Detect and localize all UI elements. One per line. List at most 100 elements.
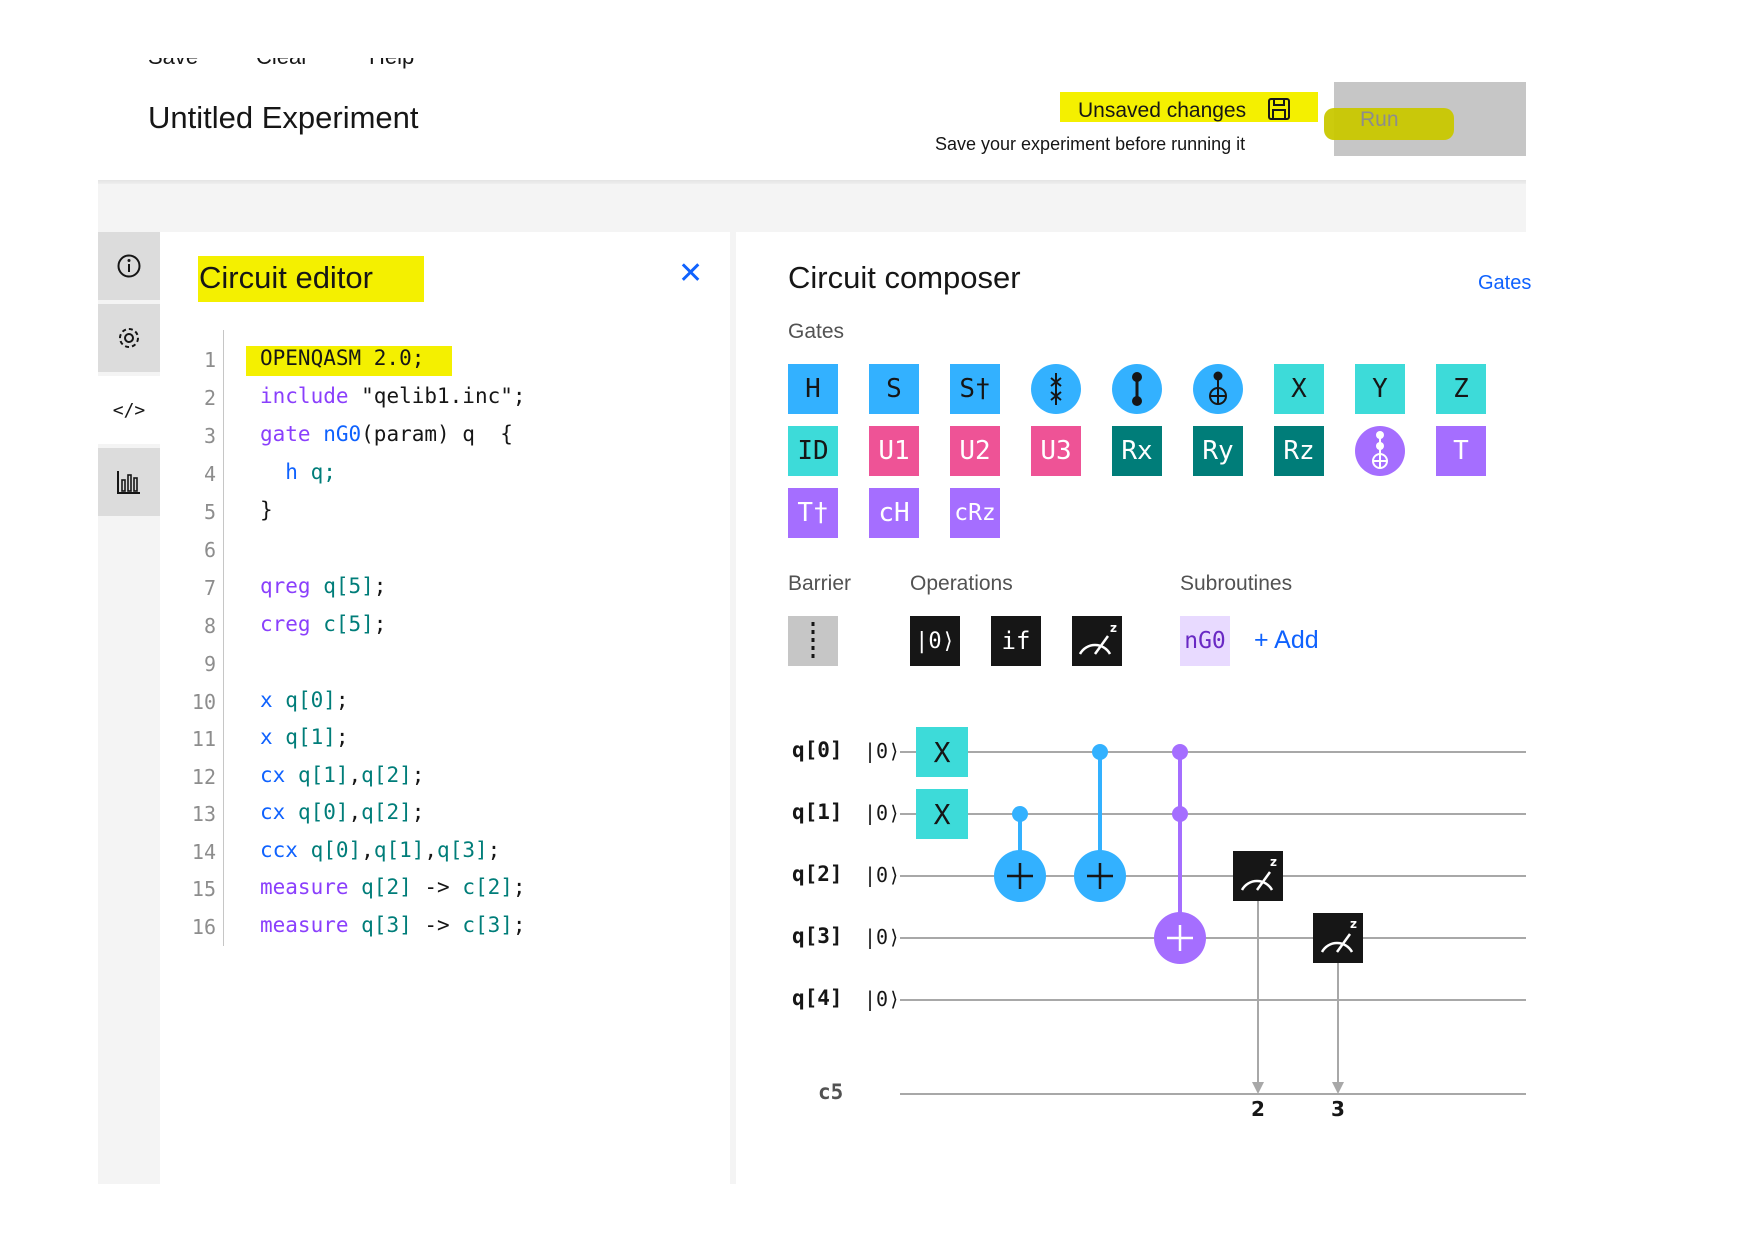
x-gate-label: X [934, 798, 951, 831]
code-token: h [260, 460, 298, 484]
gate-ch[interactable]: cH [869, 488, 919, 538]
code-token: (param) q { [361, 422, 513, 446]
gates-link[interactable]: Gates [1478, 272, 1532, 294]
line-number: 10 [191, 690, 216, 714]
code-token: ; [373, 612, 387, 636]
qubit-init-state[interactable]: |0⟩ [864, 863, 901, 887]
measure-needle[interactable] [1335, 933, 1352, 953]
gate-swap[interactable] [1031, 364, 1081, 414]
x-gate[interactable]: X [916, 727, 968, 777]
add-subroutine-link[interactable]: + Add [1254, 626, 1319, 654]
run-label: Run [1360, 108, 1399, 131]
editor-title: Circuit editor [199, 260, 373, 295]
measure-arrow[interactable] [1332, 1082, 1344, 1094]
code-token: q[2] [361, 800, 412, 824]
x-gate-box[interactable] [916, 727, 968, 777]
save-icon[interactable] [1266, 96, 1292, 122]
if-gate[interactable]: if [991, 616, 1041, 666]
line-gutter [223, 330, 224, 946]
gate-rx[interactable]: Rx [1112, 426, 1162, 476]
gate-ry[interactable]: Ry [1193, 426, 1243, 476]
ccx-gate-control[interactable] [1172, 744, 1188, 760]
settings-button[interactable] [98, 304, 160, 372]
code-line-5: } [260, 498, 273, 522]
measure-z-label[interactable]: z [1270, 855, 1277, 869]
gate-tdg[interactable]: T† [788, 488, 838, 538]
control-z-icon [1132, 372, 1142, 406]
results-button[interactable] [98, 448, 160, 516]
code-token: ; [411, 763, 425, 787]
qubit-label: q[1] [792, 800, 843, 824]
code-token: ; [335, 688, 349, 712]
qubit-label: q[4] [792, 986, 843, 1010]
barrier-gate[interactable] [788, 616, 838, 666]
line-number: 5 [203, 500, 216, 524]
qubit-init-state[interactable]: |0⟩ [864, 987, 901, 1011]
gate-rz[interactable]: Rz [1274, 426, 1324, 476]
gate-crz[interactable]: cRz [950, 488, 1000, 538]
code-token: creg [260, 612, 311, 636]
measure-z-label[interactable]: z [1350, 917, 1357, 931]
code-token: measure [260, 875, 349, 899]
gate-t[interactable]: T [1436, 426, 1486, 476]
code-token: q[0] [272, 688, 336, 712]
line-number: 8 [203, 614, 216, 638]
code-button[interactable]: </> [98, 376, 160, 444]
gate-cz[interactable] [1112, 364, 1162, 414]
measure-gate[interactable]: z [1072, 616, 1122, 666]
gate-z[interactable]: Z [1436, 364, 1486, 414]
cx-gate-control[interactable] [1092, 744, 1108, 760]
gate-u1[interactable]: U1 [869, 426, 919, 476]
measure-arc[interactable] [1320, 941, 1354, 953]
gate-y[interactable]: Y [1355, 364, 1405, 414]
line-number: 4 [203, 462, 216, 486]
gate-sdg[interactable]: S† [950, 364, 1000, 414]
gate-id[interactable]: ID [788, 426, 838, 476]
measure-gate[interactable] [1233, 851, 1283, 901]
code-token: , [348, 763, 362, 787]
code-token: q[1] [285, 763, 349, 787]
measure-arc[interactable] [1240, 879, 1274, 891]
barrier-label: Barrier [788, 572, 852, 595]
gate-ccx[interactable] [1355, 426, 1405, 476]
reset-gate[interactable]: |0⟩ [910, 616, 960, 666]
close-icon[interactable]: ✕ [678, 257, 704, 290]
code-line-12: cx q[1],q[2]; [260, 763, 424, 787]
code-token: q[3] [348, 913, 412, 937]
x-gate[interactable]: X [916, 789, 968, 839]
code-line-15: measure q[2] -> c[2]; [260, 875, 526, 899]
cx-gate-control[interactable] [1012, 806, 1028, 822]
qubit-label: q[3] [792, 924, 843, 948]
code-token: } [260, 498, 273, 522]
measure-arrow[interactable] [1252, 1082, 1264, 1094]
qubit-init-state[interactable]: |0⟩ [864, 925, 901, 949]
save-note: Save your experiment before running it [935, 134, 1246, 154]
code-token: q[1] [373, 838, 425, 862]
gate-s[interactable]: S [869, 364, 919, 414]
gate-x[interactable]: X [1274, 364, 1324, 414]
gate-u2[interactable]: U2 [950, 426, 1000, 476]
code-token: -> [411, 875, 463, 899]
gate-cx[interactable] [1193, 364, 1243, 414]
code-token: measure [260, 913, 349, 937]
gate-u3[interactable]: U3 [1031, 426, 1081, 476]
svg-text:z: z [1110, 621, 1117, 635]
gates-section-label: Gates [788, 320, 845, 343]
panel-divider[interactable] [730, 232, 736, 1184]
circuit-canvas[interactable]: XXz 2 z 3 [900, 720, 1526, 1150]
line-number: 3 [203, 424, 216, 448]
editor-title-highlight [198, 256, 424, 302]
subroutine-ng0[interactable]: nG0 [1180, 616, 1230, 666]
line-number: 7 [203, 576, 216, 600]
measure-needle[interactable] [1255, 871, 1272, 891]
measure-gate[interactable] [1313, 913, 1363, 963]
qubit-init-state[interactable]: |0⟩ [864, 801, 901, 825]
ccx-gate-control[interactable] [1172, 806, 1188, 822]
code-line-2: include "qelib1.inc"; [260, 384, 526, 408]
x-gate-box[interactable] [916, 789, 968, 839]
info-button[interactable] [98, 232, 160, 300]
gate-h[interactable]: H [788, 364, 838, 414]
code-line-14: ccx q[0],q[1],q[3]; [260, 838, 500, 862]
barrier-icon [811, 622, 815, 660]
qubit-init-state[interactable]: |0⟩ [864, 739, 901, 763]
